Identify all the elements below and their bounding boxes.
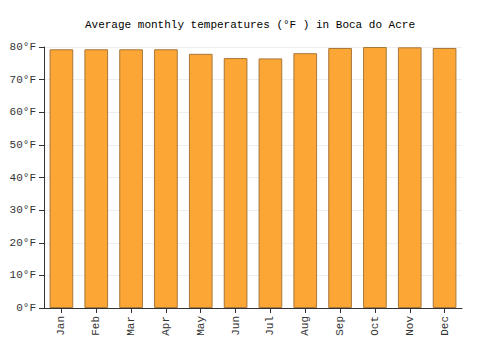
svg-text:0°F: 0°F <box>16 302 36 314</box>
svg-text:50°F: 50°F <box>10 139 36 151</box>
svg-text:Average monthly temperatures (: Average monthly temperatures (°F ) in Bo… <box>85 19 415 31</box>
svg-text:70°F: 70°F <box>10 74 36 86</box>
svg-text:Sep: Sep <box>334 316 346 336</box>
svg-text:40°F: 40°F <box>10 172 36 184</box>
svg-text:60°F: 60°F <box>10 106 36 118</box>
svg-text:Aug: Aug <box>299 316 311 336</box>
svg-text:Mar: Mar <box>125 316 137 336</box>
svg-text:Dec: Dec <box>439 316 451 336</box>
svg-text:30°F: 30°F <box>10 204 36 216</box>
svg-text:80°F: 80°F <box>10 41 36 53</box>
svg-text:20°F: 20°F <box>10 237 36 249</box>
svg-text:Feb: Feb <box>90 316 102 336</box>
svg-text:Jan: Jan <box>55 316 67 336</box>
svg-text:Nov: Nov <box>404 316 416 336</box>
svg-text:Jun: Jun <box>230 316 242 336</box>
svg-text:Oct: Oct <box>369 316 381 336</box>
svg-text:May: May <box>195 316 207 336</box>
svg-text:10°F: 10°F <box>10 269 36 281</box>
svg-text:Jul: Jul <box>264 316 276 336</box>
svg-text:Apr: Apr <box>160 316 172 336</box>
